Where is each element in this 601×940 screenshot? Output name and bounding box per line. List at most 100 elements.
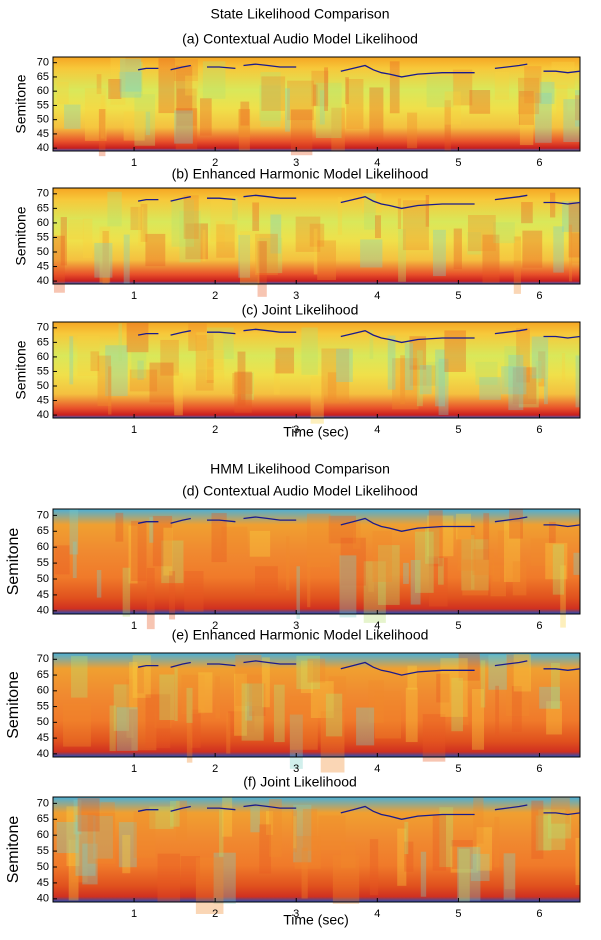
heatmap-texture — [234, 673, 247, 736]
heatmap-texture — [102, 230, 109, 284]
heatmap-texture — [240, 372, 254, 400]
heatmap-texture — [341, 842, 356, 869]
heatmap-texture — [296, 655, 320, 690]
y-tick-label: 55 — [37, 557, 49, 569]
heatmap-texture — [472, 549, 494, 576]
heatmap-texture — [232, 373, 253, 395]
x-tick-label: 1 — [131, 157, 137, 169]
heatmap-texture — [425, 195, 430, 227]
heatmap-texture — [137, 667, 144, 694]
heatmap-texture — [234, 371, 252, 413]
x-axis-label: Time (sec) — [283, 424, 349, 440]
heatmap-texture — [490, 565, 507, 597]
y-tick-label: 65 — [37, 336, 49, 348]
y-axis-label: Semitone — [5, 671, 22, 739]
heatmap-texture — [221, 526, 248, 555]
heatmap-texture — [176, 800, 188, 841]
x-tick-label: 3 — [293, 424, 299, 436]
heatmap-texture — [171, 199, 195, 247]
heatmap-texture — [518, 374, 539, 408]
heatmap-texture — [374, 690, 402, 739]
heatmap-texture — [238, 109, 251, 138]
heatmap-texture — [195, 335, 214, 391]
y-tick-label: 40 — [37, 748, 49, 760]
heatmap-texture — [186, 687, 193, 723]
heatmap-texture — [90, 351, 100, 372]
y-tick-label: 65 — [37, 202, 49, 214]
heatmap-texture — [149, 362, 174, 403]
heatmap-texture — [137, 360, 144, 380]
heatmap-texture — [471, 689, 485, 750]
heatmap-texture — [438, 557, 444, 585]
y-tick-label: 65 — [37, 669, 49, 681]
heatmap-texture — [210, 196, 238, 242]
heatmap-texture — [252, 202, 260, 231]
heatmap-texture — [368, 680, 384, 723]
pitch-contour — [137, 660, 581, 676]
heatmap-texture — [82, 218, 93, 259]
heatmap-texture — [571, 233, 580, 264]
heatmap-texture — [469, 90, 491, 114]
heatmap-texture — [550, 192, 556, 218]
heatmap-texture — [493, 222, 515, 244]
heatmap-texture — [237, 351, 246, 406]
y-tick-label: 70 — [37, 653, 49, 665]
heatmap-texture — [213, 852, 236, 904]
x-tick-label: 3 — [293, 157, 299, 169]
x-tick-label: 4 — [374, 157, 380, 169]
heatmap-texture — [518, 77, 540, 115]
heatmap-texture — [118, 822, 137, 868]
x-tick-label: 4 — [374, 908, 380, 920]
panel-title: (f) Joint Likelihood — [243, 774, 357, 790]
heatmap-texture — [180, 856, 201, 882]
heatmap-texture — [306, 513, 331, 567]
y-tick-label: 45 — [37, 877, 49, 889]
heatmap-texture — [480, 660, 486, 708]
y-tick-label: 50 — [37, 573, 49, 585]
heatmap-texture — [105, 345, 128, 397]
plot-frame — [52, 187, 581, 285]
heatmap-texture — [506, 654, 530, 717]
x-tick-label: 1 — [131, 620, 137, 632]
heatmap-texture — [524, 66, 542, 104]
x-tick-label: 3 — [293, 290, 299, 302]
heatmap-texture — [190, 709, 201, 748]
heatmap-texture — [328, 515, 357, 544]
heatmap-texture — [222, 797, 233, 837]
heatmap-texture — [389, 61, 400, 114]
heatmap-texture — [331, 107, 345, 152]
heatmap-texture — [235, 654, 262, 706]
heatmap-texture — [94, 242, 113, 278]
heatmap-texture — [397, 828, 407, 886]
heatmap-texture — [77, 798, 100, 832]
heatmap-texture — [301, 847, 308, 899]
y-axis-label: Semitone — [5, 528, 22, 596]
heatmap-texture — [134, 94, 156, 146]
heatmap-background — [53, 509, 580, 614]
heatmap-texture — [436, 673, 450, 703]
heatmap-texture — [60, 217, 67, 266]
heatmap-texture — [96, 74, 102, 95]
heatmap-texture — [130, 206, 142, 231]
heatmap-texture — [123, 111, 145, 141]
heatmap-texture — [476, 827, 493, 871]
heatmap-texture — [290, 109, 313, 156]
heatmap-texture — [68, 839, 79, 901]
heatmap-texture — [131, 520, 147, 582]
heatmap-texture — [497, 530, 508, 558]
heatmap-texture — [458, 653, 480, 681]
heatmap-texture — [159, 674, 175, 721]
heatmap-texture — [54, 545, 70, 575]
heatmap-texture — [551, 61, 575, 89]
heatmap-texture — [72, 541, 77, 579]
heatmap-texture — [296, 566, 300, 619]
heatmap-texture — [269, 798, 282, 857]
x-tick-label: 6 — [536, 290, 542, 302]
heatmap-texture — [369, 329, 374, 360]
heatmap-texture — [535, 360, 542, 383]
heatmap-texture — [69, 336, 74, 385]
heatmap-texture — [409, 336, 427, 370]
y-tick-label: 70 — [37, 322, 49, 334]
y-tick-label: 50 — [37, 114, 49, 126]
x-tick-label: 5 — [455, 290, 461, 302]
